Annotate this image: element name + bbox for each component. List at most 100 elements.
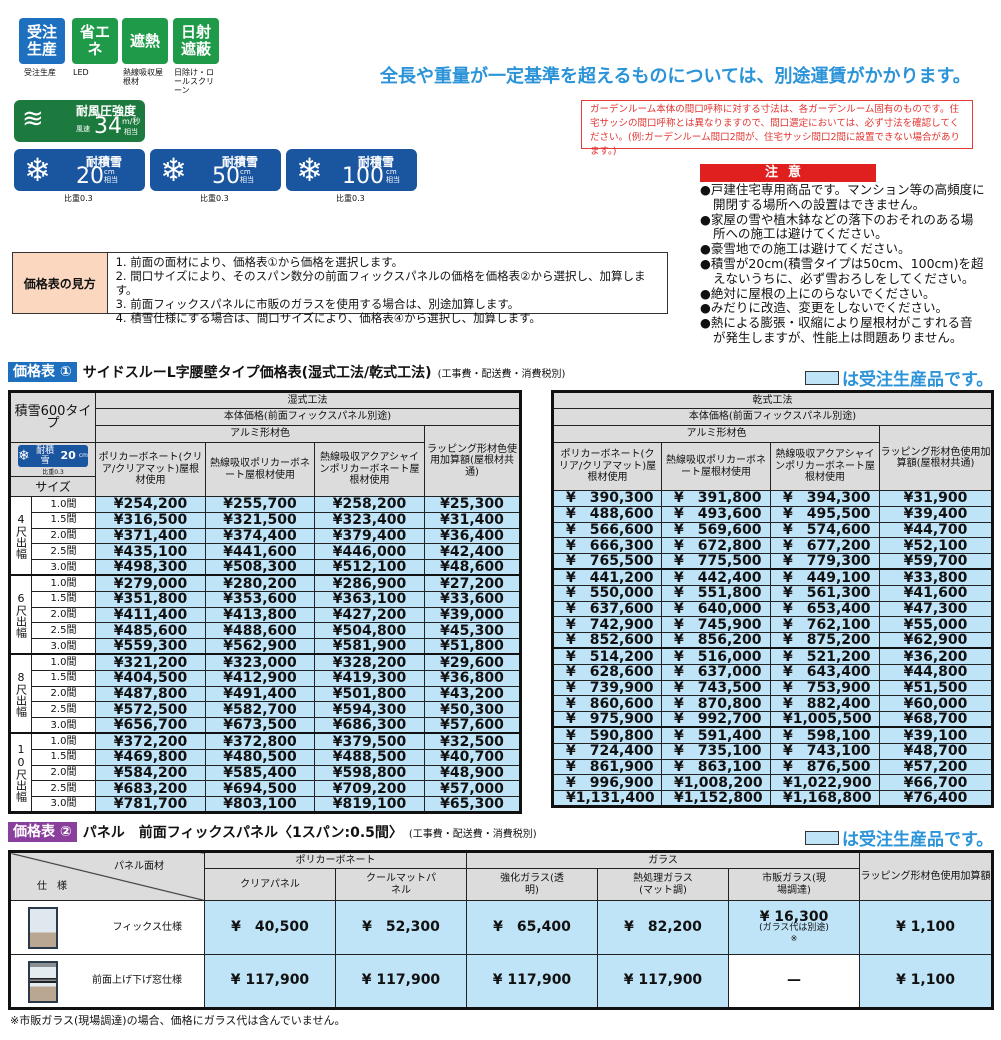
- roof-material-header: ポリカーボネート(クリア/クリアマット)屋根材使用: [95, 442, 207, 497]
- snow-ratio: 比重0.3: [336, 194, 365, 203]
- snow-title: 耐積雪: [221, 155, 258, 169]
- price-cell: ¥ 628,600: [552, 663, 662, 681]
- price-cell: ¥446,000: [314, 543, 426, 561]
- price-cell: ¥ 590,800: [552, 726, 662, 744]
- price-cell: ¥286,900: [314, 574, 426, 592]
- table1-heading: サイドスルーL字腰壁タイプ価格表(湿式工法/乾式工法): [82, 365, 432, 381]
- price-cell: ¥ 65,400: [466, 900, 598, 955]
- snow-unit: cm 相当: [104, 168, 118, 184]
- panel-type-header: クリアパネル: [204, 868, 336, 901]
- price-cell: ¥ 637,000: [661, 663, 771, 681]
- price-cell: ¥33,600: [424, 590, 522, 608]
- badge-made-to-order: 受注生産: [19, 18, 65, 64]
- price-cell: ¥ 40,500: [204, 900, 336, 955]
- size-cell: 3.0間: [30, 638, 97, 655]
- price-cell: ¥44,800: [879, 663, 993, 681]
- guide-line: 1. 前面の面材により、価格表①から価格を選択します。: [115, 255, 404, 269]
- price-cell: ¥279,000: [95, 574, 207, 592]
- price-cell: ¥55,000: [879, 616, 993, 634]
- price-cell: ¥ 117,900: [335, 954, 467, 1009]
- size-cell: 1.5間: [30, 511, 97, 529]
- snow-ratio: 比重0.3: [200, 194, 229, 203]
- table-row: ¥ 996,900 ¥1,008,200 ¥1,022,900 ¥66,700: [552, 774, 993, 792]
- price-cell: ¥ 550,000: [552, 584, 662, 602]
- price-cell: ¥ 666,300: [552, 537, 662, 555]
- price-cell: ¥372,200: [95, 732, 207, 750]
- price-cell: ¥65,300: [424, 796, 522, 814]
- price-value: —: [787, 972, 801, 989]
- price-cell: ¥29,600: [424, 653, 522, 671]
- table-row: ¥ 666,300 ¥ 672,800 ¥ 677,200 ¥52,100: [552, 537, 993, 555]
- price-cell: ¥66,700: [879, 774, 993, 792]
- table-row: ¥ 390,300 ¥ 391,800 ¥ 394,300 ¥31,900: [552, 490, 993, 507]
- price-cell: ¥598,800: [314, 764, 426, 782]
- price-cell: ¥ 743,100: [770, 742, 880, 760]
- wind-prefix: 風速: [76, 125, 90, 133]
- caution-item: ●みだりに改造、変更をしないでください。: [700, 300, 949, 316]
- price-cell: ¥ 514,200: [552, 647, 662, 665]
- guide-line: 2. 間口サイズにより、そのスパン数分の前面フィックスパネルの価格を価格表②から…: [115, 269, 646, 297]
- price-cell: ¥1,005,500: [770, 711, 880, 728]
- snow-load-badge-100: ❄ 耐積雪 100 cm 相当: [286, 149, 417, 191]
- caution-item: ●家屋の雪や植木鉢などの落下のおそれのある場所への施工は避けてください。: [700, 211, 974, 242]
- panel-type-header: 強化ガラス(透明): [466, 868, 598, 901]
- price-value: ¥ 117,900: [361, 972, 441, 989]
- price-cell: ¥41,600: [879, 584, 993, 602]
- snow-load-badge-50: ❄ 耐積雪 50 cm 相当: [150, 149, 281, 191]
- price-cell: ¥ 876,500: [770, 758, 880, 776]
- price-cell: ¥39,400: [879, 505, 993, 523]
- price-cell: ¥25,300: [424, 496, 522, 513]
- guide-line: 3. 前面フィックスパネルに市販のガラスを使用する場合は、別途加算します。: [115, 297, 520, 311]
- price-cell: ¥694,500: [205, 780, 316, 798]
- price-cell: ¥323,400: [314, 511, 426, 529]
- price-cell: ¥ 516,000: [661, 647, 771, 665]
- table-row: 1.5間 ¥469,800 ¥480,500 ¥488,500 ¥40,700: [10, 748, 522, 766]
- price-cell: ¥673,500: [205, 717, 316, 734]
- panel-type-header: 市販ガラス(現場調達): [727, 868, 861, 901]
- price-cell: ¥ 672,800: [661, 537, 771, 555]
- price-cell: ¥491,400: [205, 685, 316, 703]
- price-cell: ¥ 449,100: [770, 568, 880, 586]
- table-row: 3.0間 ¥559,300 ¥562,900 ¥581,900 ¥51,800: [9, 638, 522, 655]
- roof-material-header: ポリカーボネート(クリア/クリアマット)屋根材使用: [552, 442, 662, 491]
- table-row: ¥ 590,800 ¥ 591,400 ¥ 598,100 ¥39,100: [552, 726, 993, 744]
- method-header: 湿式工法: [95, 391, 522, 409]
- table-row: 3.0間 ¥498,300 ¥508,300 ¥512,100 ¥48,600: [9, 559, 522, 576]
- badge-heat-shield: 遮熱: [122, 18, 168, 64]
- price-cell: ¥ 742,900: [552, 616, 662, 634]
- table-row: ¥ 628,600 ¥ 637,000 ¥ 643,400 ¥44,800: [552, 663, 993, 681]
- price-cell: ¥47,300: [879, 600, 993, 618]
- price-cell: ¥656,700: [95, 717, 207, 734]
- price-cell: ¥512,100: [314, 559, 426, 576]
- table-row: 8尺出幅 1.0間 ¥321,200 ¥323,000 ¥328,200 ¥29,600: [9, 653, 522, 734]
- price-cell: ¥57,600: [424, 717, 522, 734]
- table-row: ¥ 861,900 ¥ 863,100 ¥ 876,500 ¥57,200: [552, 758, 993, 776]
- table-row: ¥ 566,600 ¥ 569,600 ¥ 574,600 ¥44,700: [552, 521, 993, 539]
- badge-caption: LED: [73, 68, 89, 77]
- sash-window-panel-icon: [28, 961, 58, 1003]
- price-cell: ¥480,500: [205, 748, 316, 766]
- table-row: 1.5間 ¥316,500 ¥321,500 ¥323,400 ¥31,400: [10, 511, 522, 529]
- price-cell: ¥ 653,400: [770, 600, 880, 618]
- snow-value: 100: [342, 164, 384, 189]
- price-cell: ¥44,700: [879, 521, 993, 539]
- price-value: ¥ 117,900: [623, 972, 703, 989]
- table1-wet: 積雪600タイプ 湿式工法 本体価格(前面フィックスパネル別途) アルミ形材色 ラッピン…: [8, 390, 523, 815]
- table-row: 2.0間 ¥411,400 ¥413,800 ¥427,200 ¥39,000: [10, 606, 522, 624]
- wrapping-header: ラッピング形材色使用加算額: [859, 851, 994, 901]
- price-cell: ¥ 117,900: [597, 954, 729, 1009]
- price-cell: ¥ 975,900: [552, 711, 662, 728]
- price-cell: ¥ 569,600: [661, 521, 771, 539]
- price-cell: ¥488,600: [205, 622, 316, 640]
- table-row: ¥ 724,400 ¥ 735,100 ¥ 743,100 ¥48,700: [552, 742, 993, 760]
- caution-header: 注意: [700, 164, 876, 182]
- wind-icon: ≋: [22, 104, 44, 134]
- caution-item: ●絶対に屋根の上にのらないでください。: [700, 285, 936, 301]
- table2-panels: パネル面材仕 様ポリカーボネート ガラス ラッピング形材色使用加算額 クリアパネル クー…: [8, 850, 995, 1010]
- size-cell: 2.5間: [30, 780, 97, 798]
- snowflake-icon: ❄: [160, 151, 187, 189]
- price-cell: ¥ 390,300: [552, 490, 662, 507]
- price-cell: ¥ 394,300: [770, 490, 880, 507]
- price-cell: ¥ 745,900: [661, 616, 771, 634]
- price-cell: ¥584,200: [95, 764, 207, 782]
